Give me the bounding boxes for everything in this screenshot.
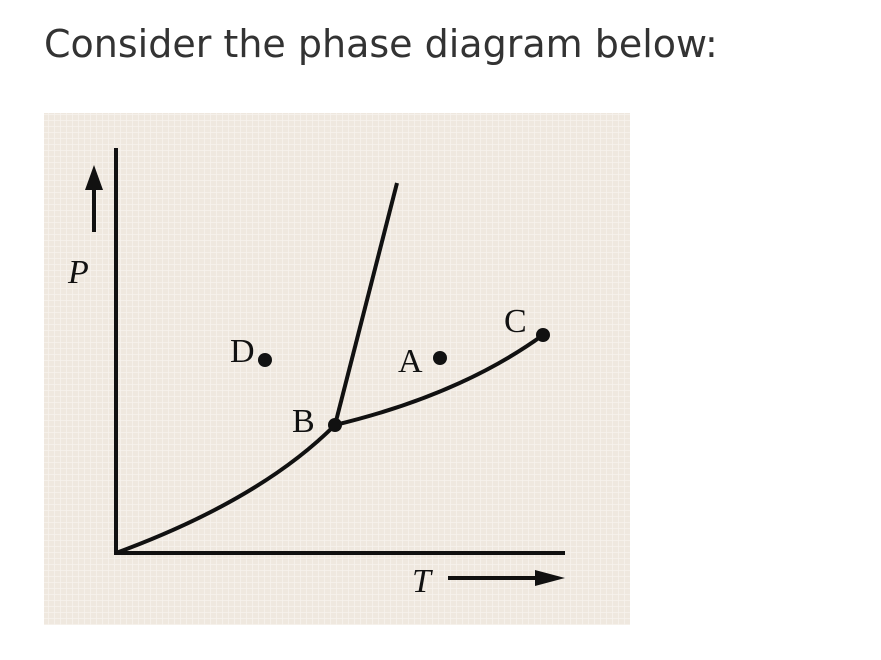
- x-axis-label: T: [412, 563, 433, 600]
- melting-curve: [333, 182, 399, 426]
- point-b: [328, 418, 342, 432]
- photo-background: [44, 113, 630, 625]
- sublimation-curve: [115, 423, 337, 555]
- y-axis-label: P: [67, 254, 89, 291]
- p-arrowhead: [85, 165, 103, 190]
- point-a: [433, 351, 447, 365]
- label-a: A: [398, 343, 423, 380]
- point-d: [258, 353, 272, 367]
- point-c: [536, 328, 550, 342]
- diagram-lines: [92, 148, 565, 580]
- t-arrowhead: [535, 570, 565, 586]
- label-c: C: [504, 303, 527, 340]
- vaporization-curve: [334, 333, 545, 427]
- label-d: D: [230, 333, 255, 370]
- question: Consider the phase diagram below:: [44, 22, 718, 66]
- label-b: B: [292, 403, 315, 440]
